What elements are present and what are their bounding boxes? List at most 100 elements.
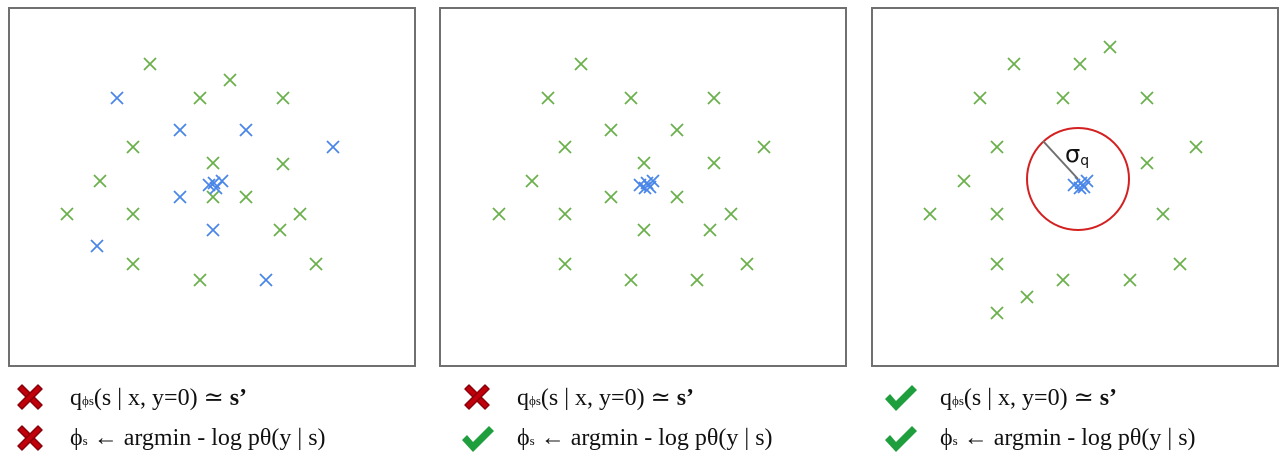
green-point: [224, 74, 236, 86]
green-point: [691, 274, 703, 286]
formula-s-prime: s’: [230, 385, 247, 411]
blue-point: [240, 124, 252, 136]
scatter-plot: σq: [873, 9, 1280, 369]
green-point: [559, 208, 571, 220]
formula-phi: ϕ: [940, 425, 953, 451]
green-point: [1104, 41, 1116, 53]
caption-row-posterior: qϕs(s | x, y=0) ≃ s’: [880, 377, 1280, 417]
caption-row-posterior: qϕs(s | x, y=0) ≃ s’: [457, 377, 877, 417]
green-point: [559, 258, 571, 270]
green-point: [741, 258, 753, 270]
green-point: [924, 208, 936, 220]
green-point: [526, 175, 538, 187]
status-mark: [10, 377, 50, 417]
check-mark-icon: [880, 377, 920, 417]
blue-point: [216, 175, 228, 187]
green-point: [991, 208, 1003, 220]
formula-phi: ϕ: [517, 425, 530, 451]
blue-point: [174, 191, 186, 203]
green-point: [758, 141, 770, 153]
green-point: [542, 92, 554, 104]
formula-body: (s | x, y=0) ≃: [541, 385, 677, 411]
formula-q: q: [517, 385, 529, 411]
green-point: [605, 124, 617, 136]
green-point: [671, 191, 683, 203]
formula-body: (s | x, y=0) ≃: [94, 385, 230, 411]
caption-formula: ϕs ← argmin - log pθ(y | s): [940, 425, 1196, 452]
green-point: [127, 141, 139, 153]
scatter-panel-1: [8, 7, 416, 367]
green-point: [94, 175, 106, 187]
blue-point: [260, 274, 272, 286]
formula-subscript: ϕs: [82, 393, 94, 408]
check-mark-icon: [880, 418, 920, 458]
status-mark: [10, 418, 50, 458]
green-point: [559, 141, 571, 153]
green-point: [708, 92, 720, 104]
sigma-label: σq: [1065, 140, 1089, 169]
green-point: [277, 158, 289, 170]
green-point: [671, 124, 683, 136]
caption-formula: qϕs(s | x, y=0) ≃ s’: [70, 383, 247, 412]
caption-row-posterior: qϕs(s | x, y=0) ≃ s’: [10, 377, 430, 417]
green-point: [625, 274, 637, 286]
green-point: [1141, 157, 1153, 169]
green-point: [194, 274, 206, 286]
caption-formula: qϕs(s | x, y=0) ≃ s’: [940, 383, 1117, 412]
scatter-plot: [441, 9, 849, 369]
formula-subscript: ϕs: [529, 393, 541, 408]
formula-s-prime: s’: [677, 385, 694, 411]
green-point: [1124, 274, 1136, 286]
green-point: [575, 58, 587, 70]
green-point: [638, 157, 650, 169]
green-point: [1190, 141, 1202, 153]
formula-tail: (y | s): [718, 425, 772, 451]
green-point: [1057, 274, 1069, 286]
green-point: [958, 175, 970, 187]
green-point: [493, 208, 505, 220]
green-point: [991, 258, 1003, 270]
green-point: [61, 208, 73, 220]
cross-mark-icon: [457, 377, 497, 417]
scatter-plot: [10, 9, 418, 369]
green-point: [1174, 258, 1186, 270]
formula-theta: θ: [707, 425, 719, 451]
green-point: [294, 208, 306, 220]
status-mark: [880, 377, 920, 417]
caption-row-argmin: ϕs ← argmin - log pθ(y | s): [457, 418, 877, 458]
green-point: [127, 258, 139, 270]
formula-body: (s | x, y=0) ≃: [964, 385, 1100, 411]
caption-formula: qϕs(s | x, y=0) ≃ s’: [517, 383, 694, 412]
formula-theta: θ: [260, 425, 272, 451]
green-point: [1057, 92, 1069, 104]
green-point: [194, 92, 206, 104]
formula-body: ← argmin - log p: [958, 425, 1130, 451]
formula-theta: θ: [1130, 425, 1142, 451]
green-point: [605, 191, 617, 203]
green-point: [277, 92, 289, 104]
formula-q: q: [70, 385, 82, 411]
blue-point: [111, 92, 123, 104]
status-mark: [880, 418, 920, 458]
green-point: [725, 208, 737, 220]
caption-row-argmin: ϕs ← argmin - log pθ(y | s): [10, 418, 430, 458]
green-point: [240, 191, 252, 203]
scatter-panel-2: [439, 7, 847, 367]
blue-point: [207, 224, 219, 236]
formula-body: ← argmin - log p: [535, 425, 707, 451]
green-point: [991, 141, 1003, 153]
formula-tail: (y | s): [1141, 425, 1195, 451]
green-point: [1074, 58, 1086, 70]
green-point: [638, 224, 650, 236]
green-point: [1141, 92, 1153, 104]
green-point: [144, 58, 156, 70]
caption-block-1: qϕs(s | x, y=0) ≃ s’ ϕs ← argmin - log pθ…: [10, 372, 430, 460]
blue-point: [327, 141, 339, 153]
green-point: [127, 208, 139, 220]
formula-subscript: ϕs: [952, 393, 964, 408]
green-point: [625, 92, 637, 104]
caption-formula: ϕs ← argmin - log pθ(y | s): [517, 425, 773, 452]
caption-formula: ϕs ← argmin - log pθ(y | s): [70, 425, 326, 452]
caption-block-3: qϕs(s | x, y=0) ≃ s’ ϕs ← argmin - log pθ…: [880, 372, 1280, 460]
formula-tail: (y | s): [271, 425, 325, 451]
